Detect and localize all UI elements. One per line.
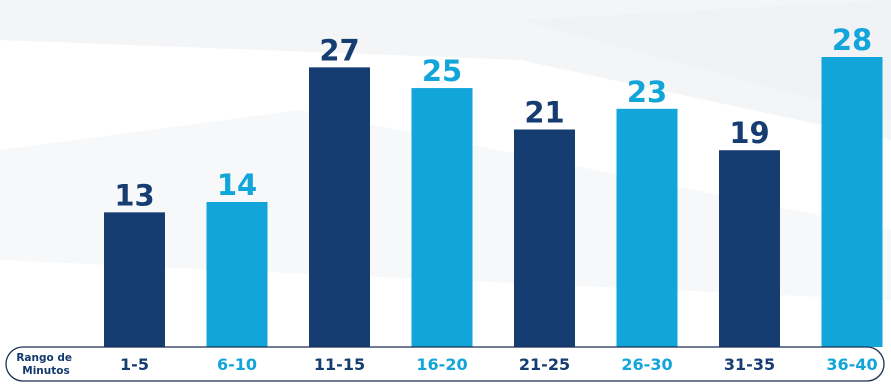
category-label-26-30: 26-30 bbox=[621, 355, 672, 374]
category-label-31-35: 31-35 bbox=[724, 355, 775, 374]
axis-title: Rango de Minutos bbox=[16, 352, 75, 377]
value-label-1-5: 13 bbox=[114, 178, 154, 212]
category-label-11-15: 11-15 bbox=[314, 355, 365, 374]
value-label-6-10: 14 bbox=[217, 168, 257, 202]
bar-11-15 bbox=[309, 67, 370, 347]
bar-36-40 bbox=[821, 57, 883, 347]
category-label-1-5: 1-5 bbox=[120, 355, 149, 374]
value-labels-layer: 13 14 27 25 21 23 19 28 bbox=[114, 23, 872, 212]
bar-16-20 bbox=[411, 88, 473, 348]
category-label-21-25: 21-25 bbox=[519, 355, 570, 374]
value-label-26-30: 23 bbox=[627, 75, 667, 109]
value-label-31-35: 19 bbox=[729, 116, 769, 150]
category-axis: Rango de Minutos 1-5 6-10 11-15 16-20 21-25 2… bbox=[5, 346, 885, 382]
category-axis-pill bbox=[5, 346, 885, 382]
axis-title-line-1: Rango de bbox=[16, 352, 72, 364]
bar-21-25 bbox=[514, 129, 575, 347]
value-label-16-20: 25 bbox=[422, 54, 462, 88]
value-label-36-40: 28 bbox=[832, 23, 872, 57]
bar-26-30 bbox=[616, 108, 678, 348]
value-label-21-25: 21 bbox=[524, 96, 564, 130]
bar-31-35 bbox=[719, 150, 780, 347]
bar-1-5 bbox=[104, 212, 165, 347]
bar-6-10 bbox=[206, 202, 268, 347]
bars-layer bbox=[104, 57, 883, 348]
category-label-16-20: 16-20 bbox=[416, 355, 467, 374]
category-label-36-40: 36-40 bbox=[826, 355, 877, 374]
axis-title-line-2: Minutos bbox=[22, 365, 69, 377]
value-label-11-15: 27 bbox=[319, 33, 359, 67]
category-label-6-10: 6-10 bbox=[217, 355, 257, 374]
